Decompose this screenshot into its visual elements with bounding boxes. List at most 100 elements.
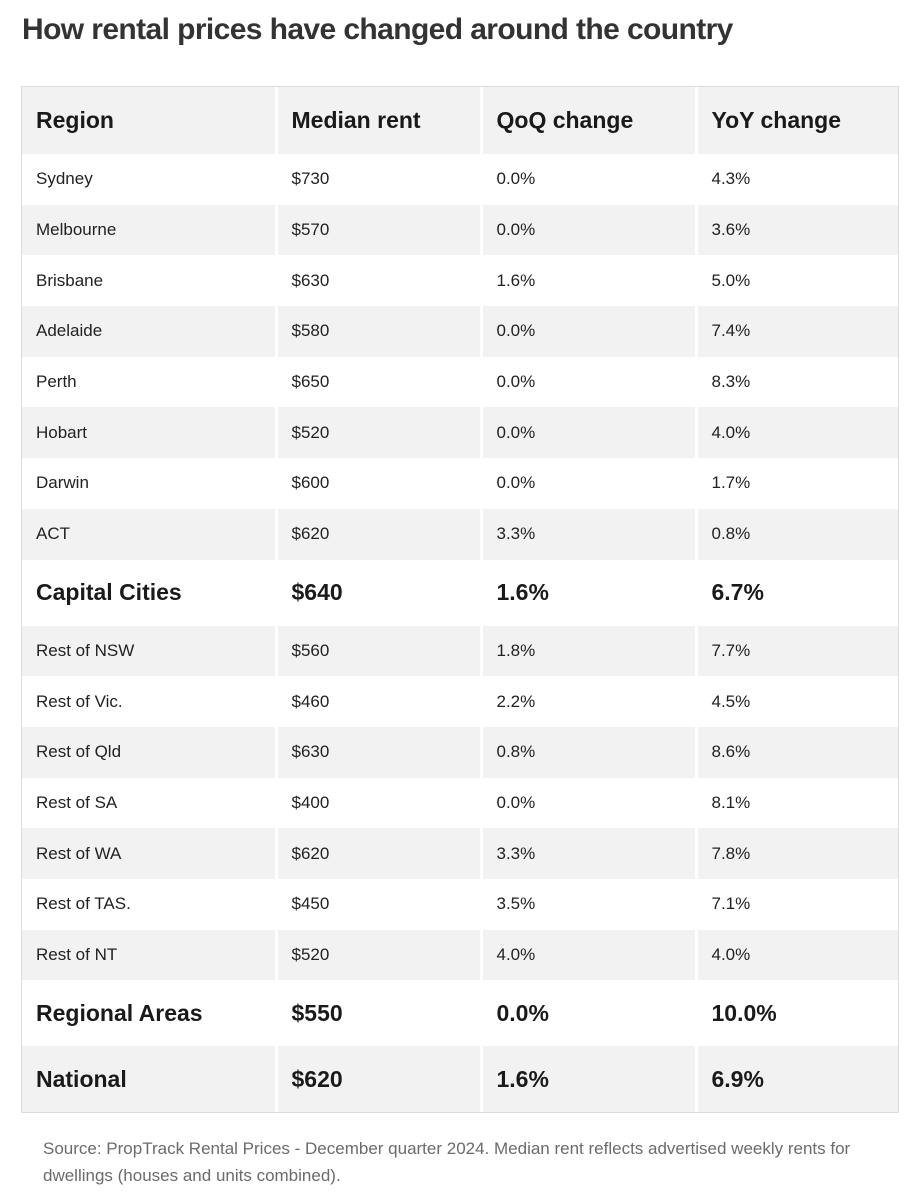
cell-qoq-change: 0.0% — [479, 980, 696, 1047]
cell-yoy-change: 8.3% — [694, 356, 898, 408]
page-title: How rental prices have changed around th… — [22, 13, 733, 46]
cell-median-rent: $400 — [274, 777, 481, 829]
table-row: Rest of TAS. $450 3.5% 7.1% — [22, 878, 898, 930]
column-header-qoq-change: QoQ change — [479, 87, 696, 154]
column-header-median-rent: Median rent — [274, 87, 481, 154]
cell-qoq-change: 0.8% — [479, 726, 696, 778]
cell-median-rent: $520 — [274, 929, 481, 981]
cell-region: Rest of Qld — [22, 726, 276, 778]
table-row: Perth $650 0.0% 8.3% — [22, 356, 898, 408]
table-row: Hobart $520 0.0% 4.0% — [22, 407, 898, 459]
cell-yoy-change: 6.7% — [694, 559, 898, 626]
summary-row: National $620 1.6% 6.9% — [22, 1046, 898, 1113]
cell-qoq-change: 0.0% — [479, 204, 696, 256]
cell-qoq-change: 1.6% — [479, 255, 696, 307]
cell-region: Rest of NSW — [22, 625, 276, 677]
cell-median-rent: $620 — [274, 508, 481, 560]
cell-yoy-change: 7.8% — [694, 828, 898, 879]
cell-region: Melbourne — [22, 204, 276, 256]
table-row: Adelaide $580 0.0% 7.4% — [22, 306, 898, 357]
cell-region: ACT — [22, 508, 276, 560]
table-row: Sydney $730 0.0% 4.3% — [22, 154, 898, 205]
cell-region: Rest of SA — [22, 777, 276, 829]
cell-median-rent: $630 — [274, 255, 481, 307]
cell-qoq-change: 0.0% — [479, 306, 696, 357]
cell-qoq-change: 3.5% — [479, 878, 696, 930]
table-body: Sydney $730 0.0% 4.3% Melbourne $570 0.0% 3.6% B… — [22, 154, 898, 1113]
cell-median-rent: $650 — [274, 356, 481, 408]
cell-yoy-change: 1.7% — [694, 458, 898, 509]
cell-yoy-change: 7.1% — [694, 878, 898, 930]
table-row: Rest of NSW $560 1.8% 7.7% — [22, 625, 898, 677]
cell-yoy-change: 4.0% — [694, 407, 898, 459]
cell-median-rent: $450 — [274, 878, 481, 930]
cell-region: Rest of WA — [22, 828, 276, 879]
cell-region: Sydney — [22, 154, 276, 205]
cell-median-rent: $580 — [274, 306, 481, 357]
cell-qoq-change: 2.2% — [479, 676, 696, 727]
cell-qoq-change: 3.3% — [479, 508, 696, 560]
cell-yoy-change: 8.6% — [694, 726, 898, 778]
cell-median-rent: $520 — [274, 407, 481, 459]
cell-yoy-change: 10.0% — [694, 980, 898, 1047]
cell-qoq-change: 1.8% — [479, 625, 696, 677]
cell-region: Rest of Vic. — [22, 676, 276, 727]
cell-qoq-change: 0.0% — [479, 407, 696, 459]
cell-yoy-change: 7.4% — [694, 306, 898, 357]
table-header: Region Median rent QoQ change YoY change — [22, 87, 898, 154]
cell-yoy-change: 0.8% — [694, 508, 898, 560]
cell-region: Hobart — [22, 407, 276, 459]
table-row: Brisbane $630 1.6% 5.0% — [22, 255, 898, 307]
cell-yoy-change: 5.0% — [694, 255, 898, 307]
cell-yoy-change: 4.3% — [694, 154, 898, 205]
table-row: Rest of NT $520 4.0% 4.0% — [22, 929, 898, 981]
cell-qoq-change: 3.3% — [479, 828, 696, 879]
cell-median-rent: $550 — [274, 980, 481, 1047]
cell-qoq-change: 4.0% — [479, 929, 696, 981]
cell-median-rent: $640 — [274, 559, 481, 626]
cell-yoy-change: 3.6% — [694, 204, 898, 256]
cell-qoq-change: 0.0% — [479, 154, 696, 205]
cell-median-rent: $600 — [274, 458, 481, 509]
table-row: Rest of Qld $630 0.8% 8.6% — [22, 726, 898, 778]
cell-region: Rest of NT — [22, 929, 276, 981]
cell-region: Rest of TAS. — [22, 878, 276, 930]
table-row: Rest of SA $400 0.0% 8.1% — [22, 777, 898, 829]
cell-median-rent: $460 — [274, 676, 481, 727]
cell-yoy-change: 6.9% — [694, 1046, 898, 1113]
table-row: Rest of Vic. $460 2.2% 4.5% — [22, 676, 898, 727]
table-row: ACT $620 3.3% 0.8% — [22, 508, 898, 560]
summary-row: Regional Areas $550 0.0% 10.0% — [22, 980, 898, 1047]
column-header-yoy-change: YoY change — [694, 87, 898, 154]
cell-qoq-change: 0.0% — [479, 458, 696, 509]
cell-yoy-change: 4.5% — [694, 676, 898, 727]
cell-median-rent: $570 — [274, 204, 481, 256]
cell-region: Adelaide — [22, 306, 276, 357]
cell-qoq-change: 1.6% — [479, 559, 696, 626]
cell-median-rent: $730 — [274, 154, 481, 205]
cell-yoy-change: 7.7% — [694, 625, 898, 677]
cell-region: Darwin — [22, 458, 276, 509]
cell-yoy-change: 8.1% — [694, 777, 898, 829]
cell-yoy-change: 4.0% — [694, 929, 898, 981]
cell-median-rent: $620 — [274, 1046, 481, 1113]
cell-region: Capital Cities — [22, 559, 276, 626]
table-row: Rest of WA $620 3.3% 7.8% — [22, 828, 898, 879]
summary-row: Capital Cities $640 1.6% 6.7% — [22, 559, 898, 626]
cell-qoq-change: 1.6% — [479, 1046, 696, 1113]
cell-region: Brisbane — [22, 255, 276, 307]
cell-median-rent: $630 — [274, 726, 481, 778]
source-note: Source: PropTrack Rental Prices - Decemb… — [43, 1139, 851, 1185]
table-row: Darwin $600 0.0% 1.7% — [22, 458, 898, 509]
cell-median-rent: $620 — [274, 828, 481, 879]
cell-region: National — [22, 1046, 276, 1113]
cell-qoq-change: 0.0% — [479, 356, 696, 408]
column-header-region: Region — [22, 87, 276, 154]
cell-region: Perth — [22, 356, 276, 408]
cell-qoq-change: 0.0% — [479, 777, 696, 829]
rental-prices-table: Region Median rent QoQ change YoY change… — [21, 86, 899, 1114]
table-header-row: Region Median rent QoQ change YoY change — [22, 87, 898, 154]
cell-region: Regional Areas — [22, 980, 276, 1047]
cell-median-rent: $560 — [274, 625, 481, 677]
table-row: Melbourne $570 0.0% 3.6% — [22, 204, 898, 256]
